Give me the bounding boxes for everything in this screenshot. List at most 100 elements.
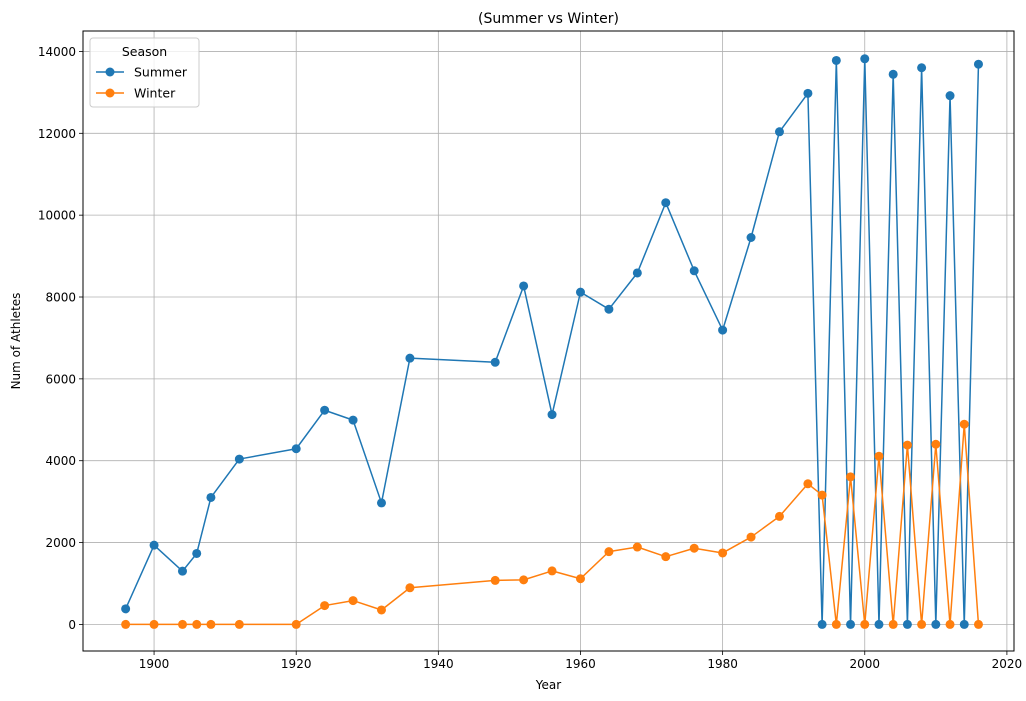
data-point-summer (519, 281, 529, 291)
data-point-winter (689, 543, 699, 553)
y-tick-label: 2000 (45, 536, 76, 550)
legend-box (89, 37, 200, 108)
data-point-winter (121, 619, 131, 629)
data-point-summer (121, 604, 131, 614)
data-point-summer (206, 492, 216, 502)
y-axis-label: Num of Athletes (9, 293, 23, 390)
data-point-winter (973, 619, 983, 629)
data-point-summer (945, 91, 955, 101)
legend-title: Season (122, 44, 167, 59)
x-tick-label: 2000 (849, 657, 880, 671)
data-point-summer (192, 548, 202, 558)
axes: 1900 1920 1940 1960 1980 2000 2020 0 2000 4000 600… (38, 45, 1022, 671)
data-point-winter (931, 439, 941, 449)
data-point-summer (860, 54, 870, 64)
data-point-winter (888, 619, 898, 629)
series-layer (121, 54, 983, 629)
data-point-winter (490, 575, 500, 585)
data-point-summer (604, 304, 614, 314)
data-point-summer (149, 540, 159, 550)
y-tick-label: 0 (68, 618, 76, 632)
y-tick-label: 6000 (45, 372, 76, 386)
data-point-winter (831, 619, 841, 629)
data-point-summer (490, 357, 500, 367)
data-point-winter (803, 479, 813, 489)
data-point-summer (959, 619, 969, 629)
data-point-summer (320, 405, 330, 415)
x-tick-label: 1900 (139, 657, 170, 671)
legend-summer-label: Summer (134, 65, 188, 80)
x-axis-label: Year (535, 678, 561, 692)
legend-winter-marker (105, 88, 115, 98)
data-point-summer (575, 287, 585, 297)
data-point-winter (817, 490, 827, 500)
data-point-summer (817, 619, 827, 629)
data-point-summer (405, 353, 415, 363)
data-point-winter (902, 440, 912, 450)
data-point-summer (917, 63, 927, 73)
data-point-winter (959, 419, 969, 429)
data-point-winter (860, 619, 870, 629)
data-point-winter (604, 547, 614, 557)
y-tick-label: 12000 (38, 127, 76, 141)
data-point-summer (234, 454, 244, 464)
data-point-summer (348, 415, 358, 425)
chart-title: (Summer vs Winter) (478, 11, 619, 27)
data-point-winter (348, 596, 358, 606)
data-point-winter (376, 605, 386, 615)
legend: Season Summer Winter (89, 37, 200, 108)
data-point-winter (774, 511, 784, 521)
data-point-summer (931, 619, 941, 629)
data-point-winter (718, 548, 728, 558)
data-point-winter (320, 601, 330, 611)
data-point-summer (831, 55, 841, 65)
data-point-winter (917, 619, 927, 629)
x-tick-label: 1980 (707, 657, 738, 671)
x-tick-label: 2020 (992, 657, 1023, 671)
data-point-winter (547, 566, 557, 576)
data-point-winter (519, 575, 529, 585)
data-point-winter (149, 619, 159, 629)
data-point-winter (746, 532, 756, 542)
data-point-summer (376, 498, 386, 508)
data-point-winter (192, 619, 202, 629)
legend-winter-label: Winter (134, 86, 176, 101)
data-point-winter (846, 472, 856, 482)
data-point-summer (661, 198, 671, 208)
data-point-summer (803, 88, 813, 98)
data-point-summer (888, 69, 898, 79)
x-tick-label: 1940 (423, 657, 454, 671)
data-point-winter (405, 583, 415, 593)
data-point-summer (973, 59, 983, 69)
x-tick-label: 1960 (565, 657, 596, 671)
data-point-winter (575, 574, 585, 584)
data-point-winter (632, 542, 642, 552)
plot-frame (82, 30, 1015, 652)
y-tick-label: 8000 (45, 291, 76, 305)
data-point-summer (291, 444, 301, 454)
data-point-summer (874, 619, 884, 629)
data-point-winter (177, 619, 187, 629)
data-point-summer (689, 266, 699, 276)
data-point-summer (547, 410, 557, 420)
data-point-summer (902, 619, 912, 629)
data-point-winter (874, 451, 884, 461)
data-point-summer (632, 268, 642, 278)
y-tick-label: 10000 (38, 209, 76, 223)
data-point-winter (291, 619, 301, 629)
data-point-winter (206, 619, 216, 629)
data-point-winter (945, 619, 955, 629)
data-point-winter (234, 619, 244, 629)
y-tick-label: 14000 (38, 45, 76, 59)
y-tick-label: 4000 (45, 454, 76, 468)
data-point-summer (746, 233, 756, 243)
data-point-summer (774, 127, 784, 137)
legend-summer-marker (105, 67, 115, 77)
data-point-summer (177, 566, 187, 576)
data-point-winter (661, 552, 671, 562)
data-point-summer (718, 325, 728, 335)
x-tick-label: 1920 (281, 657, 312, 671)
data-point-summer (846, 619, 856, 629)
